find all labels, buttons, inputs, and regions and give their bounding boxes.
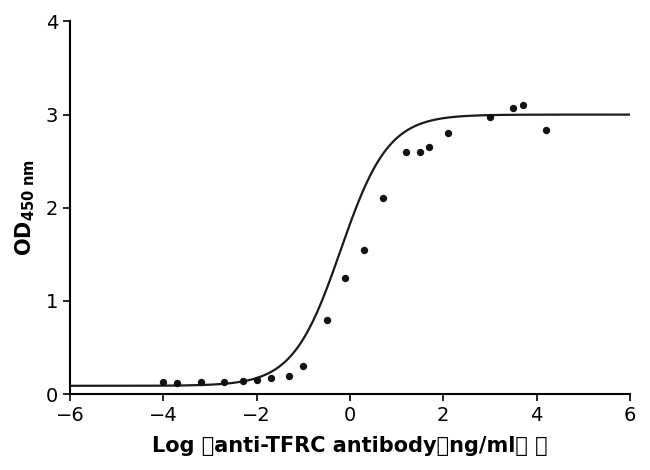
Point [172, 379, 183, 387]
Point [298, 362, 309, 370]
Point [265, 375, 276, 382]
Point [158, 378, 168, 386]
Point [517, 102, 528, 109]
Y-axis label: $\mathregular{OD_{450\ nm}}$: $\mathregular{OD_{450\ nm}}$ [14, 159, 38, 256]
Point [284, 372, 294, 379]
Point [541, 127, 551, 134]
Point [378, 195, 388, 202]
Point [322, 316, 332, 323]
Point [252, 376, 262, 384]
Point [485, 114, 495, 121]
Point [196, 378, 206, 386]
Point [359, 246, 369, 253]
Point [237, 377, 248, 385]
Point [401, 148, 411, 156]
X-axis label: Log （anti-TFRC antibody（ng/ml） ）: Log （anti-TFRC antibody（ng/ml） ） [152, 436, 548, 456]
Point [219, 378, 229, 386]
Point [443, 129, 453, 137]
Point [415, 148, 425, 156]
Point [424, 143, 434, 151]
Point [340, 274, 350, 282]
Point [508, 104, 519, 112]
